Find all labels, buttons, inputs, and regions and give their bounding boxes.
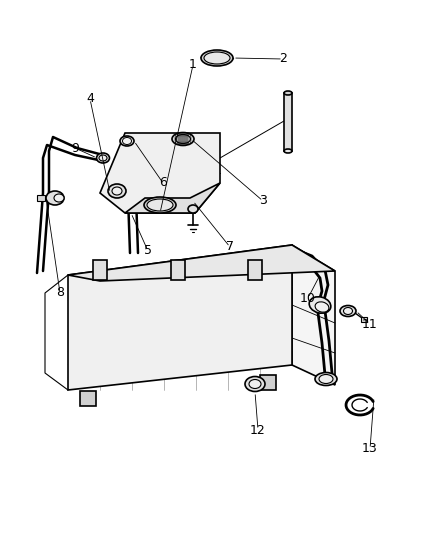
Bar	[80, 391, 96, 406]
Text: 13: 13	[362, 442, 378, 456]
Polygon shape	[100, 133, 220, 213]
Polygon shape	[37, 195, 45, 201]
Ellipse shape	[319, 375, 333, 384]
Ellipse shape	[284, 149, 292, 153]
Text: 4: 4	[86, 93, 94, 106]
Bar	[93, 260, 107, 280]
Ellipse shape	[315, 373, 337, 385]
Ellipse shape	[309, 297, 331, 313]
Ellipse shape	[188, 205, 198, 213]
Ellipse shape	[46, 191, 64, 205]
Text: 9: 9	[71, 141, 79, 155]
Text: 12: 12	[250, 424, 266, 437]
Text: 10: 10	[300, 292, 316, 304]
Bar	[171, 260, 185, 280]
Polygon shape	[68, 245, 335, 281]
Text: 11: 11	[362, 318, 378, 330]
Ellipse shape	[147, 199, 173, 211]
Ellipse shape	[54, 194, 64, 202]
Text: 7: 7	[226, 240, 234, 254]
Polygon shape	[292, 245, 335, 385]
Text: 6: 6	[159, 176, 167, 190]
Ellipse shape	[120, 136, 134, 146]
Ellipse shape	[204, 52, 230, 64]
Ellipse shape	[245, 376, 265, 392]
Bar	[284, 93, 292, 151]
Ellipse shape	[176, 134, 191, 143]
Bar	[248, 260, 262, 280]
Ellipse shape	[315, 302, 329, 312]
Text: 3: 3	[259, 195, 267, 207]
Ellipse shape	[201, 50, 233, 66]
Ellipse shape	[340, 305, 356, 317]
Bar	[260, 375, 276, 390]
Ellipse shape	[112, 187, 122, 195]
Bar	[361, 317, 367, 322]
Ellipse shape	[108, 184, 126, 198]
Ellipse shape	[144, 197, 176, 213]
Text: 8: 8	[56, 287, 64, 300]
Ellipse shape	[96, 153, 110, 163]
Text: 1: 1	[189, 59, 197, 71]
Ellipse shape	[284, 91, 292, 95]
Ellipse shape	[172, 133, 194, 146]
Polygon shape	[68, 245, 292, 390]
Ellipse shape	[343, 308, 353, 314]
Ellipse shape	[123, 138, 131, 144]
Polygon shape	[125, 183, 220, 213]
Ellipse shape	[249, 379, 261, 389]
Text: 5: 5	[144, 245, 152, 257]
Ellipse shape	[99, 155, 107, 161]
Text: 2: 2	[279, 52, 287, 66]
